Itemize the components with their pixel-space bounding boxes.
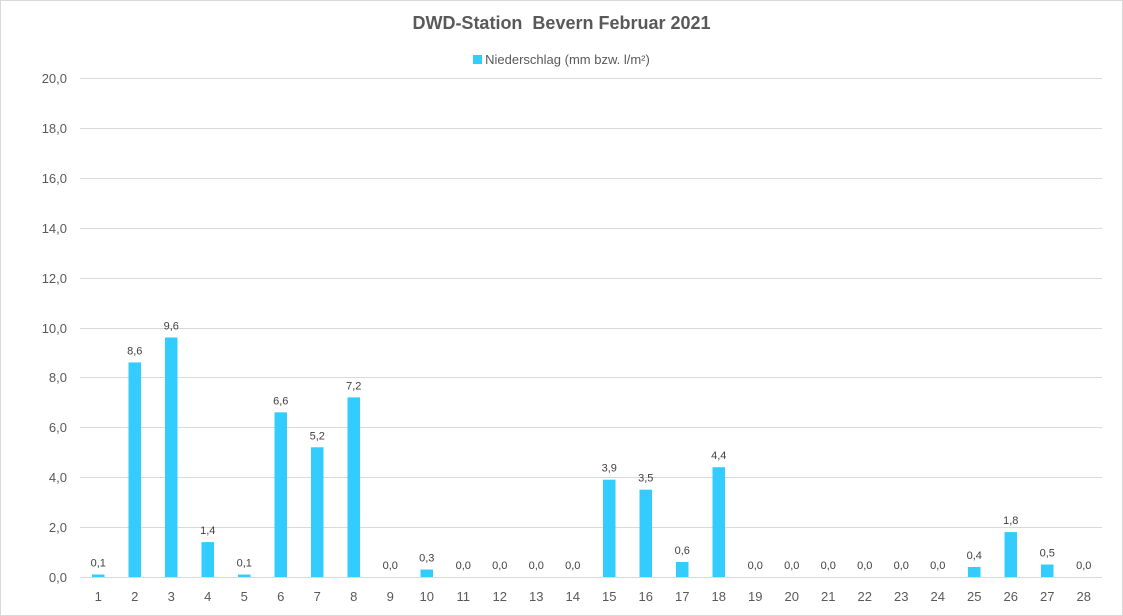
bar [201,542,214,577]
y-tick-label: 0,0 [49,570,67,585]
bar [311,447,324,577]
data-label: 1,4 [200,525,215,537]
y-tick-label: 12,0 [42,271,67,286]
x-tick-label: 1 [95,589,102,604]
y-tick-label: 18,0 [42,121,67,136]
bar [238,574,251,577]
bar [1004,532,1017,577]
x-tick-label: 12 [493,589,507,604]
bar [92,574,105,577]
data-labels: 0,1 8,6 9,6 1,4 0,1 6,6 5,2 7,2 0,0 0,3 0,0 0,0 0,0 0… [91,320,1092,572]
x-tick-label: 13 [529,589,543,604]
data-label: 0,5 [1040,548,1055,560]
data-label: 3,9 [602,463,617,475]
x-tick-label: 10 [420,589,434,604]
bar [128,362,141,577]
bar [968,567,981,577]
data-label: 0,0 [456,560,471,572]
bar [274,412,287,577]
data-label: 0,0 [930,560,945,572]
data-label: 0,1 [91,558,106,570]
data-label: 3,5 [638,473,653,485]
x-tick-label: 19 [748,589,762,604]
bars [92,337,1054,577]
data-label: 0,1 [237,558,252,570]
y-tick-label: 16,0 [42,171,67,186]
y-tick-label: 2,0 [49,520,67,535]
data-label: 7,2 [346,380,361,392]
data-label: 0,6 [675,545,690,557]
bar [165,337,178,577]
y-tick-label: 6,0 [49,420,67,435]
bar [603,479,616,577]
data-label: 0,0 [857,560,872,572]
data-label: 0,0 [529,560,544,572]
bar [712,467,725,577]
data-label: 8,6 [127,345,142,357]
data-label: 0,0 [565,560,580,572]
x-tick-label: 8 [350,589,357,604]
data-label: 5,2 [310,430,325,442]
data-label: 0,0 [894,560,909,572]
data-label: 4,4 [711,450,726,462]
y-tick-label: 20,0 [42,71,67,86]
data-label: 0,0 [492,560,507,572]
y-tick-label: 10,0 [42,321,67,336]
data-label: 6,6 [273,395,288,407]
data-label: 0,0 [383,560,398,572]
data-label: 0,0 [821,560,836,572]
x-tick-label: 2 [131,589,138,604]
y-tick-label: 14,0 [42,221,67,236]
bar [639,489,652,577]
data-label: 0,0 [1076,560,1091,572]
data-label: 1,8 [1003,515,1018,527]
legend-swatch [473,55,483,64]
x-tick-label: 28 [1077,589,1091,604]
x-tick-label: 22 [858,589,872,604]
x-tick-label: 17 [675,589,689,604]
gridlines [80,78,1102,578]
y-tick-label: 8,0 [49,370,67,385]
x-tick-label: 24 [931,589,945,604]
x-tick-label: 21 [821,589,835,604]
x-tick-label: 20 [785,589,799,604]
chart-title: DWD-Station Bevern Februar 2021 [412,13,711,33]
bar [420,569,433,577]
x-tick-label: 3 [168,589,175,604]
x-axis-ticks: 1 2 3 4 5 6 7 8 9 10 11 12 13 14 15 16 17 18 19 20 21 22 23 24 2… [95,589,1091,604]
data-label: 0,0 [784,560,799,572]
x-tick-label: 9 [387,589,394,604]
x-tick-label: 26 [1004,589,1018,604]
x-tick-label: 15 [602,589,616,604]
x-tick-label: 18 [712,589,726,604]
data-label: 0,0 [748,560,763,572]
x-tick-label: 14 [566,589,580,604]
x-tick-label: 27 [1040,589,1054,604]
x-tick-label: 25 [967,589,981,604]
data-label: 0,3 [419,553,434,565]
x-tick-label: 23 [894,589,908,604]
x-tick-label: 7 [314,589,321,604]
x-tick-label: 16 [639,589,653,604]
legend-label: Niederschlag (mm bzw. l/m²) [485,52,650,67]
y-tick-label: 4,0 [49,470,67,485]
bar [347,397,360,577]
x-tick-label: 11 [457,589,471,604]
bar [1041,564,1054,577]
data-label: 9,6 [164,320,179,332]
y-axis-ticks: 0,0 2,0 4,0 6,0 8,0 10,0 12,0 14,0 16,0 18,0 20,0 [42,71,67,585]
x-tick-label: 5 [241,589,248,604]
x-tick-label: 4 [204,589,211,604]
x-tick-label: 6 [277,589,284,604]
bar [676,562,689,577]
legend: Niederschlag (mm bzw. l/m²) [1,52,1122,67]
data-label: 0,4 [967,550,982,562]
